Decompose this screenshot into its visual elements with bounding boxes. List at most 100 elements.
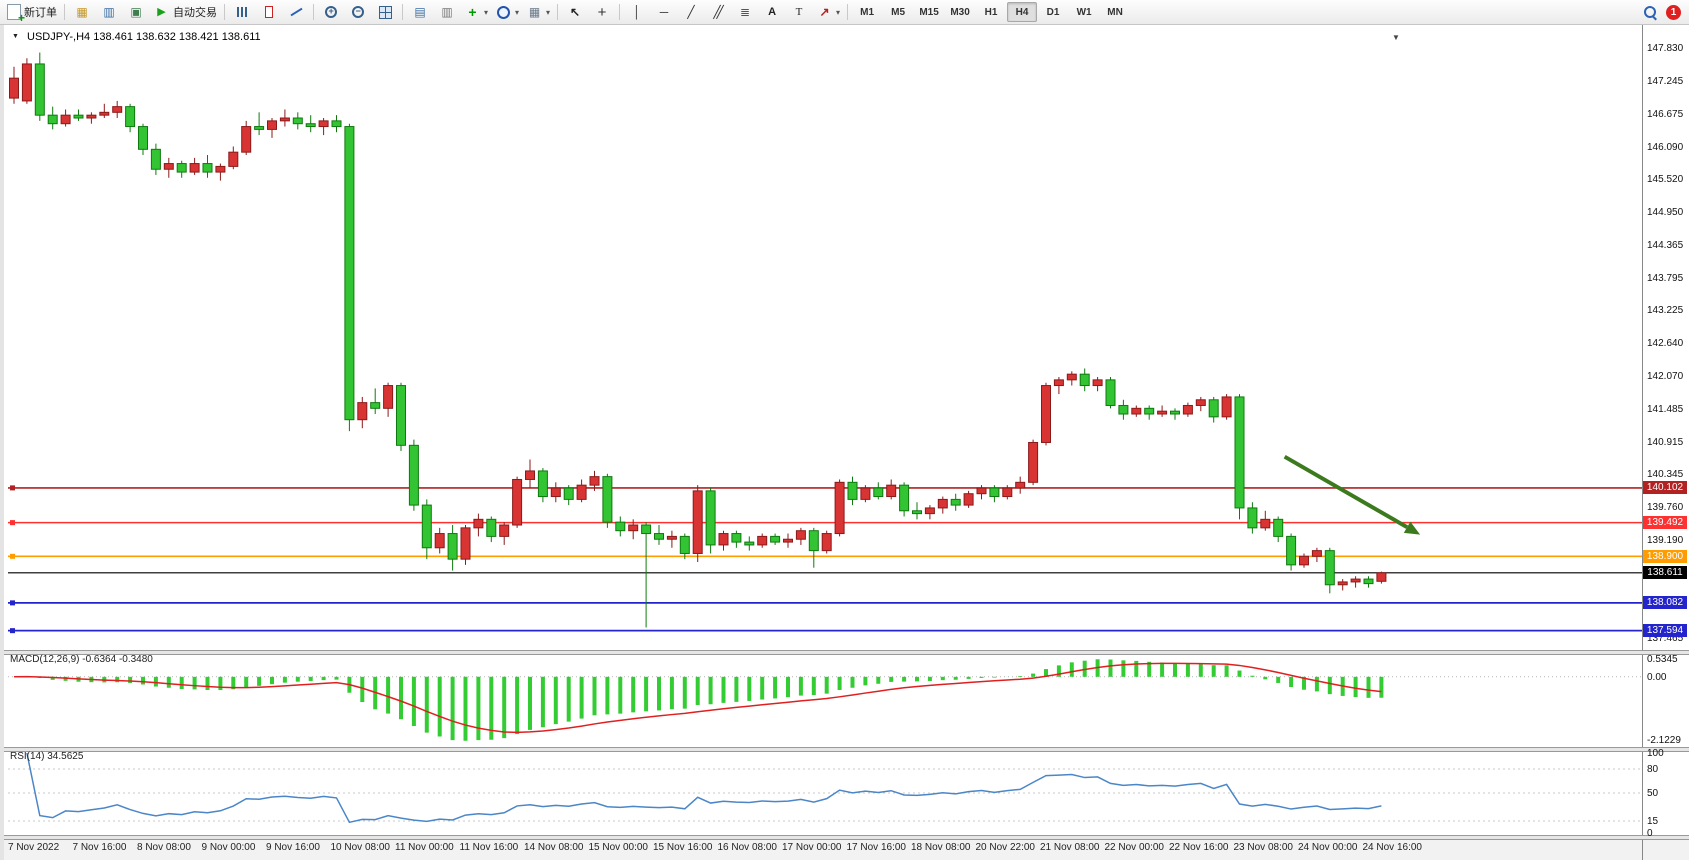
- fibonacci-button[interactable]: [732, 2, 758, 22]
- timeframe-button-mn[interactable]: MN: [1107, 6, 1123, 18]
- chart-list-button[interactable]: [434, 2, 460, 22]
- trend-arrow-head[interactable]: [1403, 521, 1421, 535]
- pane-divider-rsi[interactable]: [4, 747, 1689, 752]
- search-icon[interactable]: [1641, 4, 1658, 21]
- market-watch-button[interactable]: [96, 2, 122, 22]
- rsi-scale-label: 15: [1647, 816, 1659, 827]
- zoom-out-button[interactable]: [345, 2, 371, 22]
- timeframe-button-d1[interactable]: D1: [1046, 6, 1060, 18]
- price-tag-138.082: 138.082: [1643, 596, 1687, 610]
- price-axis-label: 139.760: [1647, 502, 1684, 514]
- templates-button[interactable]: ▾: [523, 2, 553, 22]
- toolbar-separator: [313, 4, 314, 20]
- rsi-scale-label: 50: [1647, 788, 1659, 799]
- timeframe-button-m5[interactable]: M5: [891, 6, 906, 18]
- new-order-icon: [7, 4, 25, 24]
- auto-trading-label: 自动交易: [173, 7, 217, 19]
- text-button[interactable]: [759, 2, 785, 22]
- rsi-scale-label: 0: [1647, 828, 1653, 839]
- horizontal-line-button[interactable]: [651, 2, 677, 22]
- channel-button: [705, 2, 731, 22]
- line-handle[interactable]: [10, 553, 15, 559]
- cursor-icon: [567, 4, 584, 21]
- time-axis-label: 9 Nov 16:00: [266, 842, 320, 853]
- price-axis-label: 137.465: [1647, 633, 1684, 644]
- line-handle[interactable]: [10, 485, 15, 491]
- price-axis-separator: [1642, 24, 1643, 860]
- price-axis-label: 144.950: [1647, 206, 1684, 218]
- toolbar: 新订单 自动交易 ▾ ▾ ▾ ▾ M1 M5 M15 M30 H1 H4 D1 …: [0, 0, 1689, 25]
- tile-windows-icon: [377, 4, 394, 21]
- vertical-line-button[interactable]: [624, 2, 650, 22]
- new-order-button[interactable]: 新订单: [4, 2, 60, 24]
- collapse-triangle-icon[interactable]: [12, 31, 19, 43]
- trendline-button[interactable]: [678, 2, 704, 22]
- line-handle[interactable]: [10, 520, 15, 526]
- arrows-icon: [816, 4, 833, 21]
- trend-arrow[interactable]: [1283, 454, 1409, 529]
- candlestick-chart-button[interactable]: [256, 2, 282, 22]
- notification-badge[interactable]: 1: [1666, 4, 1681, 20]
- chart-window: [4, 24, 1689, 860]
- time-axis-label: 9 Nov 00:00: [201, 842, 256, 853]
- line-handle[interactable]: [10, 600, 15, 606]
- pane-divider-macd[interactable]: [4, 650, 1689, 655]
- price-axis-label: 143.225: [1647, 305, 1684, 317]
- price-axis-label: 145.520: [1647, 174, 1684, 186]
- data-window-icon: [128, 4, 145, 21]
- profiles-button[interactable]: [69, 2, 95, 22]
- new-chart-button[interactable]: [407, 2, 433, 22]
- cursor-button[interactable]: [562, 2, 588, 22]
- zoom-in-icon: [323, 4, 340, 21]
- chart-shift-marker[interactable]: [1392, 27, 1400, 45]
- time-axis-label: 24 Nov 16:00: [1362, 842, 1423, 853]
- indicators-icon: [464, 4, 481, 21]
- chart-title: USDJPY-,H4 138.461 138.632 138.421 138.6…: [12, 31, 261, 43]
- crosshair-button[interactable]: [589, 2, 615, 22]
- new-chart-icon: [412, 4, 429, 21]
- zoom-in-button[interactable]: [318, 2, 344, 22]
- periods-button[interactable]: ▾: [492, 2, 522, 22]
- fibonacci-icon: [737, 4, 754, 21]
- tile-windows-button[interactable]: [372, 2, 398, 22]
- time-axis-label: 21 Nov 08:00: [1040, 842, 1100, 853]
- time-axis-label: 11 Nov 16:00: [459, 842, 519, 853]
- zoom-out-icon: [350, 4, 367, 21]
- time-axis-label: 22 Nov 00:00: [1104, 842, 1165, 853]
- timeframe-button-w1[interactable]: W1: [1076, 6, 1092, 18]
- time-axis-label: 20 Nov 22:00: [975, 842, 1036, 853]
- toolbar-separator: [64, 4, 65, 20]
- toolbar-separator: [619, 4, 621, 20]
- candlestick-chart-icon: [261, 4, 278, 21]
- timeframe-button-h4[interactable]: H4: [1007, 2, 1038, 22]
- data-window-button[interactable]: [123, 2, 149, 22]
- periods-icon: [495, 4, 512, 21]
- chevron-down-icon: ▾: [546, 7, 551, 17]
- bar-chart-button[interactable]: [229, 2, 255, 22]
- price-axis-label: 141.485: [1647, 404, 1684, 416]
- price-axis-label: 144.365: [1647, 240, 1684, 252]
- price-axis-label: 146.675: [1647, 108, 1684, 120]
- indicators-button[interactable]: ▾: [461, 2, 491, 22]
- text-label-button[interactable]: [786, 2, 812, 22]
- arrows-button[interactable]: ▾: [813, 2, 843, 22]
- market-watch-icon: [101, 4, 118, 21]
- timeframe-button-h1[interactable]: H1: [984, 6, 998, 18]
- price-tag-137.594: 137.594: [1643, 624, 1687, 638]
- time-axis-label: 7 Nov 16:00: [72, 842, 127, 853]
- chevron-down-icon: ▾: [836, 7, 841, 17]
- auto-trading-button[interactable]: 自动交易: [150, 2, 220, 22]
- price-axis-label: 146.090: [1647, 142, 1684, 154]
- time-axis-label: 23 Nov 08:00: [1233, 842, 1294, 853]
- pane-divider-timeaxis: [4, 835, 1689, 840]
- timeframe-button-m1[interactable]: M1: [860, 6, 875, 18]
- price-tag-138.611: 138.611: [1643, 566, 1687, 580]
- time-axis-label: 17 Nov 16:00: [846, 842, 907, 853]
- line-chart-button[interactable]: [283, 2, 309, 22]
- timeframe-button-m15[interactable]: M15: [919, 6, 939, 18]
- timeframe-button-m30[interactable]: M30: [950, 6, 970, 18]
- line-handle[interactable]: [10, 628, 15, 634]
- trendline-icon: [683, 4, 700, 21]
- rsi-line: [26, 752, 1382, 824]
